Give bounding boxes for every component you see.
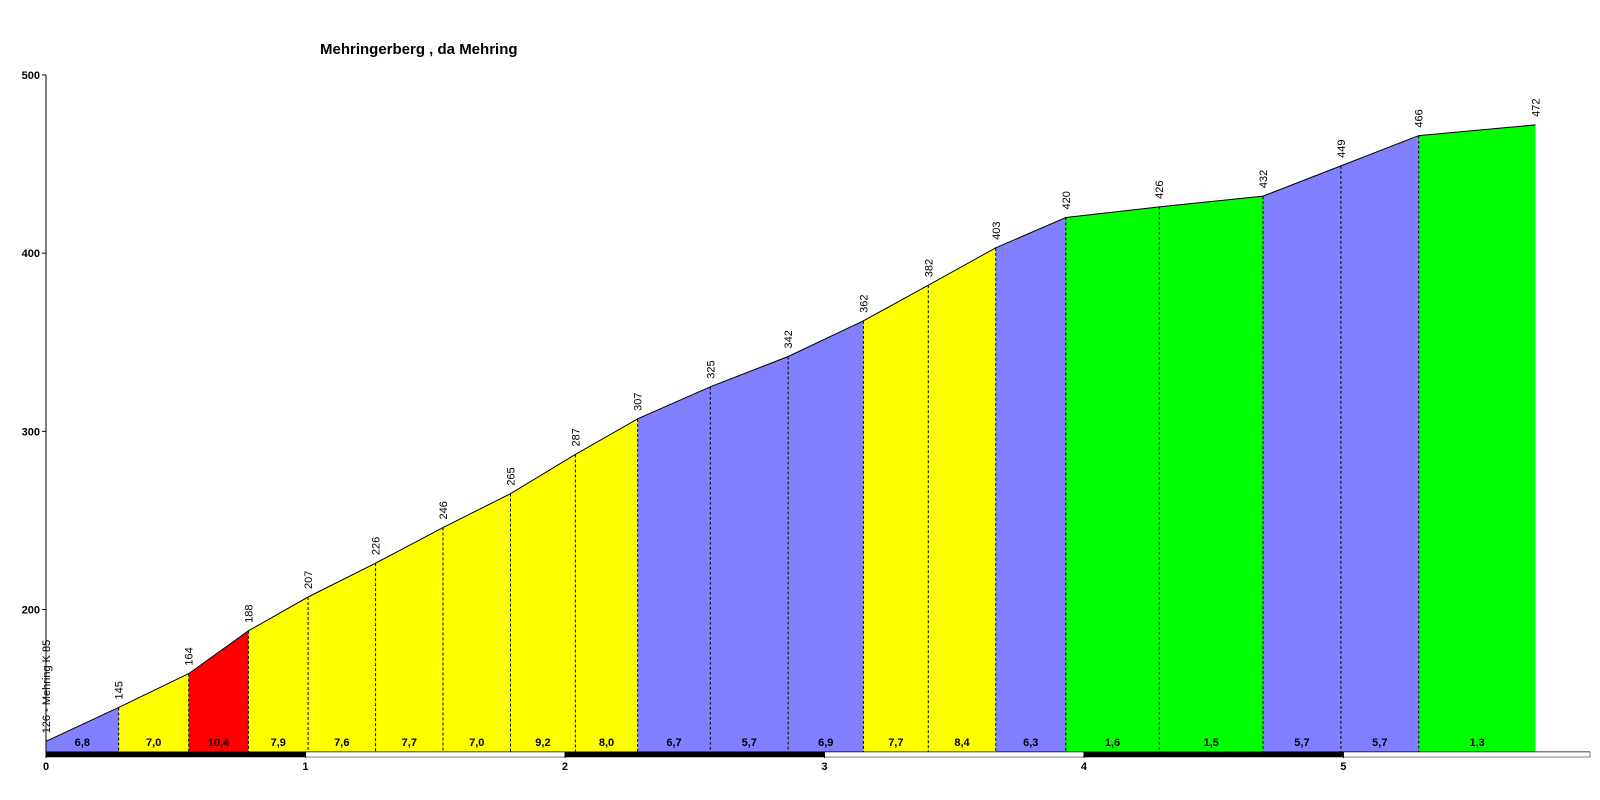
elevation-label: 466 — [1414, 109, 1426, 127]
segment-area — [375, 527, 444, 752]
segment-area — [1159, 196, 1264, 753]
segment-grade: 7,0 — [469, 737, 484, 749]
segment-grade: 7,6 — [334, 737, 349, 749]
elevation-label: 246 — [438, 501, 450, 519]
elevation-label: 426 — [1154, 180, 1166, 198]
segment-area — [1263, 165, 1341, 752]
segment-area — [188, 630, 249, 752]
y-tick-label: 200 — [22, 604, 40, 616]
x-tick-label: 1 — [302, 761, 308, 773]
segment-area — [510, 454, 576, 752]
elevation-label: 342 — [783, 330, 795, 348]
segment-area — [248, 597, 309, 752]
segment-area — [118, 673, 189, 752]
segment-area — [46, 707, 119, 752]
chart-title: Mehringerberg , da Mehring — [320, 41, 518, 58]
elevation-label: 472 — [1531, 99, 1543, 117]
segment-grade: 6,7 — [666, 737, 681, 749]
elevation-label: 420 — [1061, 191, 1073, 209]
x-tick-label: 0 — [43, 761, 49, 773]
segment-grade: 9,2 — [535, 737, 550, 749]
segment-grade: 6,9 — [818, 737, 833, 749]
km-stripe — [305, 751, 566, 758]
segment-area — [928, 247, 996, 752]
elevation-label: 403 — [991, 221, 1003, 239]
x-tick-label: 4 — [1081, 761, 1088, 773]
segment-grade: 5,7 — [1294, 737, 1309, 749]
elevation-label: 126 - Mehring K 85 — [41, 640, 53, 734]
elevation-label: 226 — [371, 537, 383, 555]
x-tick-label: 5 — [1340, 761, 1346, 773]
km-stripe — [45, 751, 306, 758]
segment-area — [995, 217, 1066, 753]
y-tick-label: 400 — [22, 248, 40, 260]
elevation-label: 432 — [1258, 170, 1270, 188]
segment-grade: 7,9 — [271, 737, 286, 749]
segment-grade: 8,4 — [954, 737, 970, 749]
elevation-label: 287 — [570, 428, 582, 446]
elevation-label: 307 — [633, 392, 645, 410]
x-tick-label: 3 — [821, 761, 827, 773]
elevation-label: 265 — [505, 467, 517, 485]
segment-grade: 10,4 — [208, 737, 230, 749]
elevation-label: 325 — [705, 360, 717, 378]
elevation-label: 207 — [303, 571, 315, 589]
segment-grade: 7,7 — [402, 737, 417, 749]
segment-area — [1340, 135, 1419, 753]
y-tick-label: 300 — [22, 426, 40, 438]
segment-grade: 8,0 — [599, 737, 614, 749]
segment-area — [788, 320, 864, 752]
segment-area — [308, 563, 376, 752]
profile-line — [45, 124, 1536, 742]
elevation-label: 164 — [184, 647, 196, 665]
segment-area — [710, 356, 789, 752]
elevation-label: 145 — [114, 681, 126, 699]
elevation-label: 188 — [243, 604, 255, 622]
segment-area — [1418, 124, 1536, 752]
segment-grade: 1,3 — [1469, 737, 1484, 749]
segment-grade: 1,5 — [1203, 737, 1218, 749]
segment-grade: 1,6 — [1105, 737, 1120, 749]
y-tick-label: 500 — [22, 70, 40, 82]
segment-grade: 7,0 — [146, 737, 161, 749]
segment-area — [575, 418, 638, 752]
km-stripe — [564, 751, 825, 758]
km-stripe — [824, 751, 1085, 758]
segment-area — [1065, 206, 1160, 752]
km-stripe — [1083, 751, 1344, 758]
segment-grade: 7,7 — [888, 737, 903, 749]
segment-grade: 6,3 — [1023, 737, 1038, 749]
x-tick-label: 2 — [562, 761, 568, 773]
segment-area — [637, 386, 711, 752]
segment-grade: 6,8 — [75, 737, 90, 749]
km-stripe — [1343, 751, 1591, 758]
elevation-label: 382 — [923, 259, 935, 277]
segment-area — [863, 285, 929, 752]
segment-grade: 5,7 — [742, 737, 757, 749]
segment-grade: 5,7 — [1372, 737, 1387, 749]
elevation-label: 449 — [1336, 140, 1348, 158]
segment-area — [443, 493, 511, 752]
elevation-label: 362 — [858, 294, 870, 312]
